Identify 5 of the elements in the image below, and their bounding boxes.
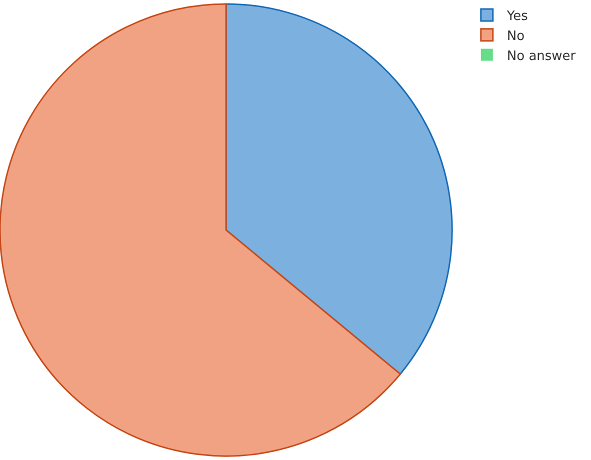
legend-label: Yes bbox=[506, 9, 528, 24]
pie-slice bbox=[225, 3, 452, 375]
legend-label: No answer bbox=[506, 48, 576, 64]
legend-label: No bbox=[506, 28, 525, 44]
pie-slice bbox=[0, 3, 401, 457]
